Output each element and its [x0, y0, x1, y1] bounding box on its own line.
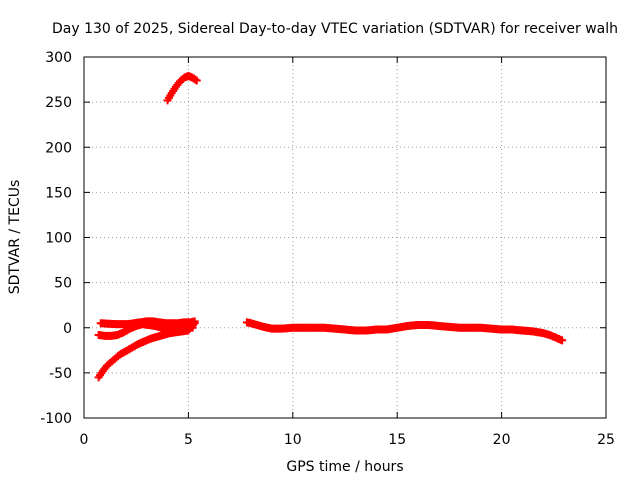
plot-frame [83, 56, 607, 419]
grid-lines [84, 57, 606, 418]
data-point [558, 336, 567, 345]
x-tick-label: 25 [597, 432, 615, 448]
y-tick-label: 50 [54, 276, 72, 292]
chart-title: Day 130 of 2025, Sidereal Day-to-day VTE… [52, 21, 618, 37]
data-points [94, 71, 567, 382]
y-tick-label: 250 [45, 95, 72, 111]
data-point [192, 76, 201, 85]
y-tick-label: 300 [45, 50, 72, 66]
x-tick-label: 20 [493, 432, 511, 448]
x-tick-label: 5 [184, 432, 193, 448]
x-axis-title: GPS time / hours [286, 459, 403, 475]
y-axis-title: SDTVAR / TECUs [7, 180, 23, 295]
series-arc-upper-flat [96, 317, 199, 329]
series-arc-day [242, 318, 567, 345]
y-tick-label: 150 [45, 185, 72, 201]
y-tick-label: -50 [49, 366, 72, 382]
y-tick-label: -100 [40, 411, 72, 427]
series-arc-high [163, 71, 201, 105]
y-tick-label: 100 [45, 231, 72, 247]
x-tick-label: 10 [284, 432, 302, 448]
x-tick-label: 15 [388, 432, 406, 448]
x-tick-label: 0 [80, 432, 89, 448]
y-tick-label: 200 [45, 140, 72, 156]
data-point [190, 317, 199, 326]
y-tick-label: 0 [63, 321, 72, 337]
axis-ticks: 0 5 10 15 20 25 -100 -50 0 50 100 150 200 250 300 [40, 50, 615, 448]
